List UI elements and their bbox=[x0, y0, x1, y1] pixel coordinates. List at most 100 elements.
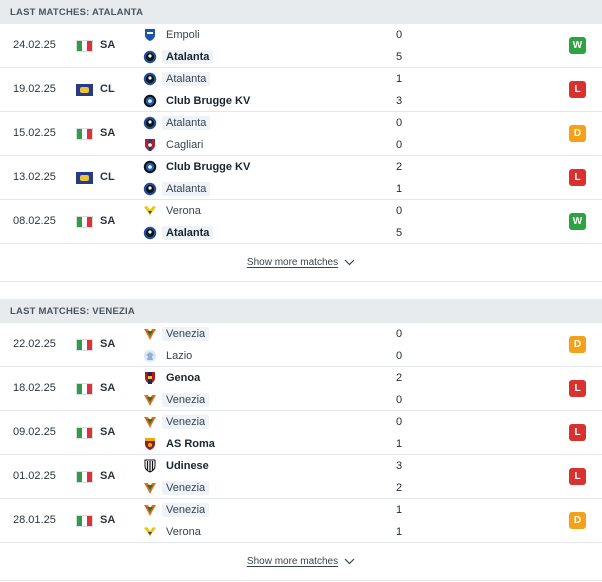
home-team[interactable]: Venezia bbox=[143, 325, 210, 343]
verona-crest-icon bbox=[143, 204, 157, 218]
match-row[interactable]: 28.01.25 SA Venezia Verona 1 1 D bbox=[0, 499, 602, 543]
result-badge: L bbox=[569, 424, 586, 441]
result-badge: W bbox=[569, 213, 586, 230]
home-team[interactable]: Venezia bbox=[143, 413, 210, 431]
match-row[interactable]: 01.02.25 SA Udinese Venezia 3 2 L bbox=[0, 455, 602, 499]
brugge-crest-icon bbox=[143, 94, 157, 108]
venezia-crest-icon bbox=[143, 503, 157, 517]
home-team[interactable]: Verona bbox=[143, 202, 205, 220]
show-more-label: Show more matches bbox=[246, 556, 339, 567]
home-score: 0 bbox=[395, 205, 403, 217]
away-team[interactable]: Venezia bbox=[143, 391, 210, 409]
result-badge: L bbox=[569, 81, 586, 98]
away-team-name: Venezia bbox=[162, 393, 210, 407]
home-score: 2 bbox=[395, 372, 403, 384]
show-more-matches-button[interactable]: Show more matches bbox=[0, 244, 602, 282]
home-team[interactable]: Genoa bbox=[143, 369, 204, 387]
home-team-name: Atalanta bbox=[162, 116, 211, 130]
home-score: 0 bbox=[395, 416, 403, 428]
lazio-crest-icon bbox=[143, 349, 157, 363]
show-more-matches-button[interactable]: Show more matches bbox=[0, 543, 602, 581]
champions-league-flag-icon bbox=[76, 84, 93, 96]
home-score: 1 bbox=[395, 504, 403, 516]
result-badge: L bbox=[569, 380, 586, 397]
away-score: 0 bbox=[395, 394, 403, 406]
venezia-crest-icon bbox=[143, 327, 157, 341]
away-score: 2 bbox=[395, 482, 403, 494]
home-score: 3 bbox=[395, 460, 403, 472]
home-team[interactable]: Club Brugge KV bbox=[143, 158, 254, 176]
away-team[interactable]: Verona bbox=[143, 523, 205, 541]
competition-code: SA bbox=[100, 382, 116, 394]
home-team[interactable]: Udinese bbox=[143, 457, 213, 475]
competition-code: CL bbox=[100, 83, 115, 95]
brugge-crest-icon bbox=[143, 160, 157, 174]
away-score: 5 bbox=[395, 227, 403, 239]
away-score: 0 bbox=[395, 139, 403, 151]
competition-code: SA bbox=[100, 338, 116, 350]
match-row[interactable]: 24.02.25 SA Empoli Atalanta 0 5 W bbox=[0, 24, 602, 68]
match-date: 28.01.25 bbox=[13, 514, 56, 526]
away-team[interactable]: Atalanta bbox=[143, 224, 214, 242]
away-team-name: Venezia bbox=[162, 481, 210, 495]
away-team-name: Verona bbox=[166, 526, 201, 538]
home-team-name: Udinese bbox=[166, 460, 209, 472]
section-0: LAST MATCHES: ATALANTA 24.02.25 SA Empol… bbox=[0, 0, 602, 282]
italy-flag-icon bbox=[76, 471, 93, 483]
result-badge: D bbox=[569, 512, 586, 529]
away-team-name: Club Brugge KV bbox=[166, 95, 251, 107]
result-badge: L bbox=[569, 468, 586, 485]
show-more-label: Show more matches bbox=[246, 257, 339, 268]
away-team-name: Cagliari bbox=[166, 139, 204, 151]
home-team-name: Venezia bbox=[162, 503, 210, 517]
competition-code: SA bbox=[100, 470, 116, 482]
italy-flag-icon bbox=[76, 40, 93, 52]
match-row[interactable]: 22.02.25 SA Venezia Lazio 0 0 D bbox=[0, 323, 602, 367]
champions-league-flag-icon bbox=[76, 172, 93, 184]
match-row[interactable]: 08.02.25 SA Verona Atalanta 0 5 W bbox=[0, 200, 602, 244]
away-team[interactable]: Club Brugge KV bbox=[143, 92, 254, 110]
italy-flag-icon bbox=[76, 339, 93, 351]
result-badge: W bbox=[569, 37, 586, 54]
away-team[interactable]: AS Roma bbox=[143, 435, 219, 453]
italy-flag-icon bbox=[76, 128, 93, 140]
result-badge: D bbox=[569, 336, 586, 353]
match-date: 18.02.25 bbox=[13, 382, 56, 394]
away-team-name: Atalanta bbox=[162, 50, 214, 64]
match-date: 13.02.25 bbox=[13, 171, 56, 183]
atalanta-crest-icon bbox=[143, 72, 157, 86]
home-score: 0 bbox=[395, 29, 403, 41]
home-team-name: Empoli bbox=[166, 29, 200, 41]
away-score: 5 bbox=[395, 51, 403, 63]
home-team[interactable]: Empoli bbox=[143, 26, 204, 44]
competition-code: SA bbox=[100, 39, 116, 51]
home-team[interactable]: Atalanta bbox=[143, 70, 211, 88]
away-score: 3 bbox=[395, 95, 403, 107]
away-team[interactable]: Cagliari bbox=[143, 136, 207, 154]
atalanta-crest-icon bbox=[143, 182, 157, 196]
genoa-crest-icon bbox=[143, 371, 157, 385]
match-row[interactable]: 15.02.25 SA Atalanta Cagliari 0 0 D bbox=[0, 112, 602, 156]
away-team[interactable]: Lazio bbox=[143, 347, 196, 365]
italy-flag-icon bbox=[76, 216, 93, 228]
venezia-crest-icon bbox=[143, 415, 157, 429]
competition-code: CL bbox=[100, 171, 115, 183]
competition-code: SA bbox=[100, 514, 116, 526]
match-row[interactable]: 13.02.25 CL Club Brugge KV Atalanta 2 1 … bbox=[0, 156, 602, 200]
result-badge: L bbox=[569, 169, 586, 186]
away-team[interactable]: Atalanta bbox=[143, 48, 214, 66]
match-row[interactable]: 09.02.25 SA Venezia AS Roma 0 1 L bbox=[0, 411, 602, 455]
home-team[interactable]: Atalanta bbox=[143, 114, 211, 132]
away-team[interactable]: Venezia bbox=[143, 479, 210, 497]
away-score: 0 bbox=[395, 350, 403, 362]
match-row[interactable]: 19.02.25 CL Atalanta Club Brugge KV 1 3 … bbox=[0, 68, 602, 112]
match-row[interactable]: 18.02.25 SA Genoa Venezia 2 0 L bbox=[0, 367, 602, 411]
atalanta-crest-icon bbox=[143, 50, 157, 64]
match-date: 22.02.25 bbox=[13, 338, 56, 350]
away-team[interactable]: Atalanta bbox=[143, 180, 211, 198]
home-team[interactable]: Venezia bbox=[143, 501, 210, 519]
chevron-down-icon bbox=[344, 259, 355, 266]
udinese-crest-icon bbox=[143, 459, 157, 473]
away-score: 1 bbox=[395, 526, 403, 538]
